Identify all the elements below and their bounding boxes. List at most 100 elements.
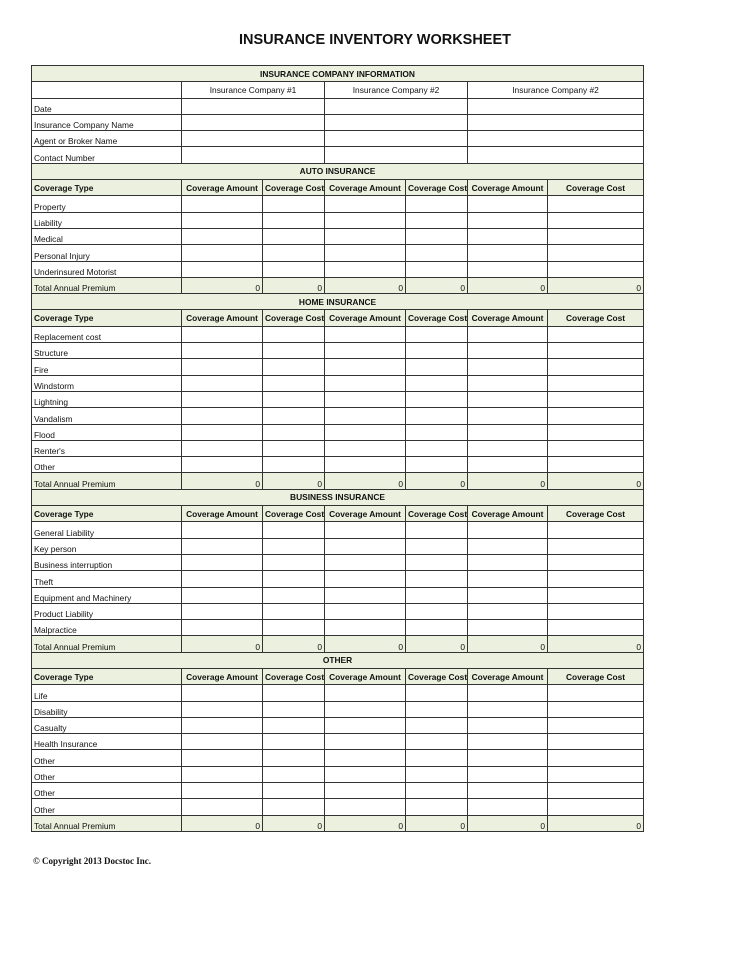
input-cell[interactable] bbox=[467, 537, 548, 555]
input-cell[interactable] bbox=[181, 749, 263, 767]
input-cell[interactable] bbox=[262, 390, 325, 409]
input-cell[interactable] bbox=[181, 602, 263, 621]
input-cell[interactable] bbox=[181, 537, 263, 555]
input-cell[interactable] bbox=[181, 684, 263, 702]
input-cell[interactable] bbox=[324, 97, 468, 115]
input-cell[interactable] bbox=[181, 521, 263, 539]
input-cell[interactable] bbox=[467, 798, 548, 816]
input-cell[interactable] bbox=[324, 619, 406, 637]
input-cell[interactable] bbox=[405, 586, 468, 604]
input-cell[interactable] bbox=[546, 342, 645, 360]
input-cell[interactable] bbox=[324, 374, 406, 392]
input-cell[interactable] bbox=[405, 227, 468, 246]
input-cell[interactable] bbox=[262, 195, 325, 213]
input-cell[interactable] bbox=[467, 244, 548, 262]
input-cell[interactable] bbox=[324, 798, 406, 816]
input-cell[interactable] bbox=[405, 358, 468, 376]
input-cell[interactable] bbox=[324, 146, 468, 164]
input-cell[interactable] bbox=[546, 602, 645, 621]
input-cell[interactable] bbox=[262, 602, 325, 621]
input-cell[interactable] bbox=[262, 374, 325, 392]
input-cell[interactable] bbox=[405, 782, 468, 800]
input-cell[interactable] bbox=[546, 325, 645, 344]
input-cell[interactable] bbox=[181, 374, 263, 392]
input-cell[interactable] bbox=[324, 684, 406, 702]
input-cell[interactable] bbox=[405, 765, 468, 784]
input-cell[interactable] bbox=[405, 342, 468, 360]
input-cell[interactable] bbox=[262, 423, 325, 441]
input-cell[interactable] bbox=[546, 456, 645, 474]
input-cell[interactable] bbox=[324, 716, 406, 735]
input-cell[interactable] bbox=[546, 227, 645, 246]
input-cell[interactable] bbox=[467, 570, 548, 588]
input-cell[interactable] bbox=[324, 211, 406, 229]
input-cell[interactable] bbox=[262, 456, 325, 474]
input-cell[interactable] bbox=[324, 765, 406, 784]
input-cell[interactable] bbox=[467, 586, 548, 604]
input-cell[interactable] bbox=[181, 423, 263, 441]
input-cell[interactable] bbox=[324, 749, 406, 767]
input-cell[interactable] bbox=[405, 325, 468, 344]
input-cell[interactable] bbox=[405, 602, 468, 621]
input-cell[interactable] bbox=[467, 342, 548, 360]
input-cell[interactable] bbox=[546, 439, 645, 458]
input-cell[interactable] bbox=[181, 700, 263, 718]
input-cell[interactable] bbox=[467, 407, 548, 425]
input-cell[interactable] bbox=[546, 195, 645, 213]
input-cell[interactable] bbox=[262, 700, 325, 718]
input-cell[interactable] bbox=[181, 733, 263, 751]
input-cell[interactable] bbox=[324, 439, 406, 458]
input-cell[interactable] bbox=[405, 244, 468, 262]
input-cell[interactable] bbox=[181, 439, 263, 458]
input-cell[interactable] bbox=[324, 782, 406, 800]
input-cell[interactable] bbox=[324, 456, 406, 474]
input-cell[interactable] bbox=[262, 325, 325, 344]
input-cell[interactable] bbox=[324, 521, 406, 539]
input-cell[interactable] bbox=[405, 374, 468, 392]
input-cell[interactable] bbox=[405, 211, 468, 229]
input-cell[interactable] bbox=[324, 113, 468, 132]
input-cell[interactable] bbox=[546, 619, 645, 637]
input-cell[interactable] bbox=[262, 570, 325, 588]
input-cell[interactable] bbox=[324, 423, 406, 441]
input-cell[interactable] bbox=[181, 97, 325, 115]
input-cell[interactable] bbox=[405, 407, 468, 425]
input-cell[interactable] bbox=[467, 602, 548, 621]
input-cell[interactable] bbox=[405, 700, 468, 718]
input-cell[interactable] bbox=[467, 439, 548, 458]
input-cell[interactable] bbox=[181, 342, 263, 360]
input-cell[interactable] bbox=[181, 244, 263, 262]
input-cell[interactable] bbox=[546, 684, 645, 702]
input-cell[interactable] bbox=[181, 211, 263, 229]
input-cell[interactable] bbox=[324, 130, 468, 148]
input-cell[interactable] bbox=[262, 684, 325, 702]
input-cell[interactable] bbox=[467, 733, 548, 751]
input-cell[interactable] bbox=[467, 553, 548, 572]
input-cell[interactable] bbox=[467, 260, 548, 278]
input-cell[interactable] bbox=[467, 358, 548, 376]
input-cell[interactable] bbox=[546, 244, 645, 262]
input-cell[interactable] bbox=[324, 570, 406, 588]
input-cell[interactable] bbox=[546, 407, 645, 425]
input-cell[interactable] bbox=[262, 619, 325, 637]
input-cell[interactable] bbox=[324, 260, 406, 278]
input-cell[interactable] bbox=[405, 521, 468, 539]
input-cell[interactable] bbox=[466, 146, 645, 164]
input-cell[interactable] bbox=[324, 227, 406, 246]
input-cell[interactable] bbox=[324, 586, 406, 604]
input-cell[interactable] bbox=[405, 260, 468, 278]
input-cell[interactable] bbox=[466, 97, 645, 115]
input-cell[interactable] bbox=[467, 374, 548, 392]
input-cell[interactable] bbox=[262, 358, 325, 376]
input-cell[interactable] bbox=[467, 684, 548, 702]
input-cell[interactable] bbox=[181, 765, 263, 784]
input-cell[interactable] bbox=[324, 407, 406, 425]
input-cell[interactable] bbox=[181, 798, 263, 816]
input-cell[interactable] bbox=[405, 716, 468, 735]
input-cell[interactable] bbox=[181, 325, 263, 344]
input-cell[interactable] bbox=[467, 227, 548, 246]
input-cell[interactable] bbox=[181, 146, 325, 164]
input-cell[interactable] bbox=[466, 113, 645, 132]
input-cell[interactable] bbox=[405, 749, 468, 767]
input-cell[interactable] bbox=[546, 782, 645, 800]
